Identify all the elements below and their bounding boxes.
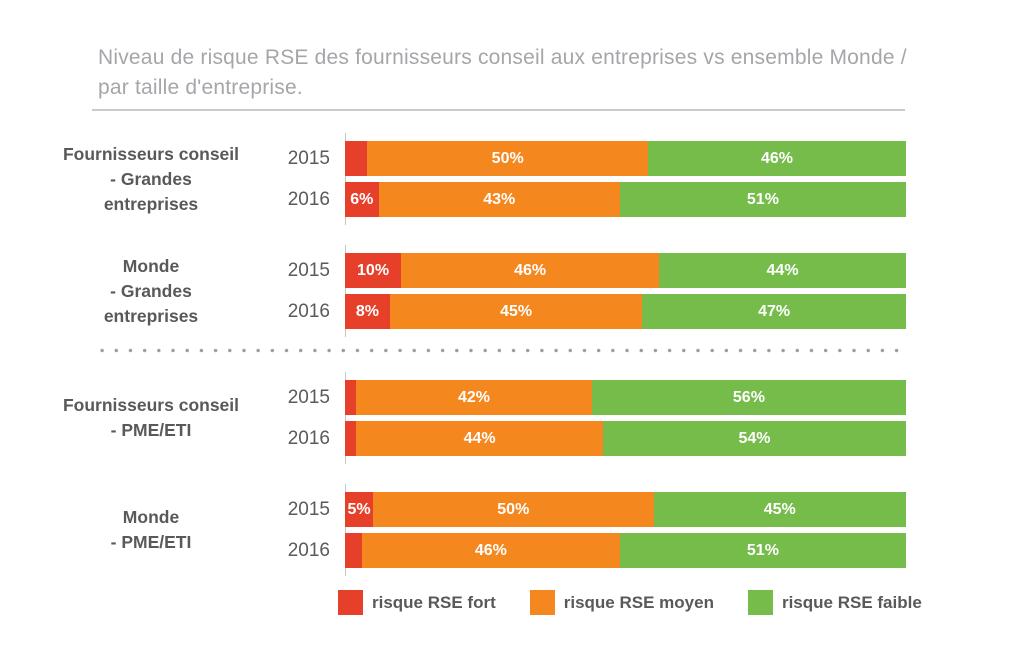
bar-row: 2016 3% 46% 51% [262, 533, 906, 568]
group-label: Fournisseurs conseil - Grandes entreprises [62, 143, 240, 214]
segment-faible: 45% [653, 492, 906, 527]
segment-fort: 3% [345, 533, 392, 568]
segment-faible: 51% [619, 533, 906, 568]
bar-row: 2015 4% 50% 46% [262, 141, 906, 176]
segment-moyen: 46% [361, 533, 620, 568]
chart-group: Monde - Grandes entreprises 2015 10% 46% 44% 20… [0, 245, 906, 337]
segment-faible: 44% [659, 253, 906, 288]
segment-value-label: 46% [760, 149, 793, 167]
segment-faible: 51% [619, 182, 906, 217]
legend-label: risque RSE moyen [563, 592, 714, 612]
stacked-bar: 2% 42% 56% [345, 380, 906, 415]
segment-faible: 46% [647, 141, 906, 176]
year-label: 2015 [287, 147, 330, 169]
year-label: 2016 [287, 300, 330, 322]
legend-item: risque RSE fort [338, 590, 496, 615]
segment-faible: 56% [591, 380, 906, 415]
segment-value-label: 5% [347, 500, 371, 518]
segment-value-label: 42% [458, 388, 491, 406]
segment-value-label: 47% [758, 302, 791, 320]
stacked-bar-chart: Fournisseurs conseil - Grandes entreprises… [0, 133, 1024, 576]
segment-fort: 6% [345, 182, 379, 217]
segment-value-label: 43% [483, 190, 516, 208]
legend-item: risque RSE moyen [529, 590, 714, 615]
axis-line [345, 245, 346, 337]
bar-row: 2015 2% 42% 56% [262, 380, 906, 415]
chart-legend: risque RSE fort risque RSE moyen risque RS… [338, 590, 1024, 615]
year-label: 2015 [287, 386, 330, 408]
segment-fort: 5% [345, 492, 374, 527]
segment-moyen: 44% [356, 421, 604, 456]
year-label: 2016 [287, 188, 330, 210]
segment-moyen: 46% [401, 253, 660, 288]
group-label: Fournisseurs conseil - PME/ETI [62, 395, 240, 440]
segment-moyen: 50% [373, 492, 654, 527]
year-label: 2015 [287, 259, 330, 281]
axis-line [345, 133, 346, 225]
segment-value-label: 44% [766, 261, 799, 279]
segment-fort: 4% [345, 141, 398, 176]
chart-group: Monde- PME/ETI 2015 5% 50% 45% 2016 3% 46% 51% [0, 484, 906, 576]
year-label: 2015 [287, 498, 330, 520]
chart-group: Fournisseurs conseil- PME/ETI 2015 2% 42% 56… [0, 372, 906, 464]
legend-item: risque RSE faible [747, 590, 922, 615]
bar-row: 2016 6% 43% 51% [262, 182, 906, 217]
chart-title: Niveau de risque RSE des fournisseurs co… [98, 46, 907, 99]
segment-moyen: 42% [356, 380, 592, 415]
legend-label: risque RSE fort [372, 592, 496, 612]
segment-value-label: 46% [514, 261, 547, 279]
segment-fort: 8% [345, 294, 390, 329]
bar-row: 2015 10% 46% 44% [262, 253, 906, 288]
segment-value-label: 45% [500, 302, 533, 320]
segment-faible: 47% [642, 294, 906, 329]
axis-line [345, 372, 346, 464]
year-label: 2016 [287, 539, 330, 561]
stacked-bar: 3% 46% 51% [345, 533, 906, 568]
segment-fort: 2% [345, 380, 386, 415]
segment-value-label: 50% [497, 500, 530, 518]
stacked-bar: 2% 44% 54% [345, 421, 906, 456]
segment-value-label: 51% [746, 190, 779, 208]
segment-value-label: 8% [355, 302, 379, 320]
segment-value-label: 10% [357, 261, 390, 279]
bar-row: 2016 8% 45% 47% [262, 294, 906, 329]
legend-swatch-fort [338, 590, 363, 615]
legend-label: risque RSE faible [781, 592, 922, 612]
stacked-bar: 5% 50% 45% [345, 492, 906, 527]
segment-moyen: 45% [389, 294, 643, 329]
segment-value-label: 50% [491, 149, 524, 167]
chart-group: Fournisseurs conseil - Grandes entreprises… [0, 133, 906, 225]
segment-fort: 10% [345, 253, 402, 288]
stacked-bar: 6% 43% 51% [345, 182, 906, 217]
segment-value-label: 51% [746, 541, 779, 559]
bar-row: 2016 2% 44% 54% [262, 421, 906, 456]
segment-moyen: 43% [378, 182, 620, 217]
group-label: Monde - PME/ETI [110, 507, 192, 552]
year-label: 2016 [287, 427, 330, 449]
segment-value-label: 45% [763, 500, 796, 518]
segment-value-label: 44% [463, 429, 496, 447]
segment-faible: 54% [603, 421, 906, 456]
group-label: Monde - Grandes entreprises [103, 255, 199, 326]
legend-swatch-faible [747, 590, 773, 615]
segment-moyen: 50% [367, 141, 648, 176]
segment-value-label: 54% [738, 429, 771, 447]
stacked-bar: 4% 50% 46% [345, 141, 906, 176]
legend-swatch-moyen [529, 590, 555, 615]
segment-fort: 2% [345, 421, 386, 456]
title-underline [92, 109, 905, 111]
axis-line [345, 484, 346, 576]
dotted-divider [95, 348, 905, 353]
stacked-bar: 10% 46% 44% [345, 253, 906, 288]
stacked-bar: 8% 45% 47% [345, 294, 906, 329]
bar-row: 2015 5% 50% 45% [262, 492, 906, 527]
segment-value-label: 56% [732, 388, 765, 406]
segment-value-label: 46% [474, 541, 507, 559]
segment-value-label: 6% [350, 190, 374, 208]
